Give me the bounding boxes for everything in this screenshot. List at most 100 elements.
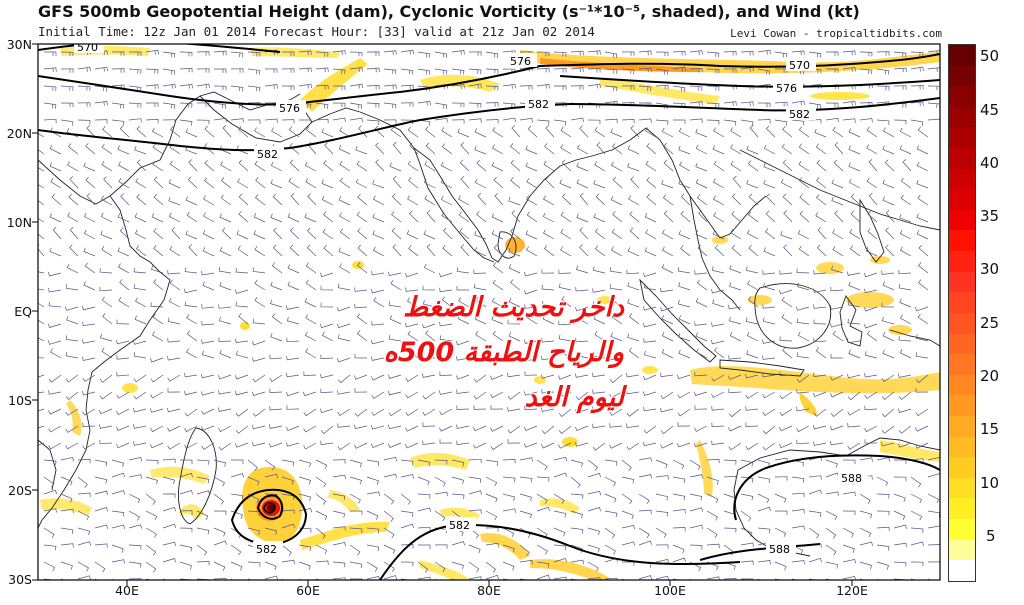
wind-barb	[389, 162, 402, 172]
wind-barb	[596, 142, 606, 155]
wind-barb	[714, 347, 725, 359]
wind-barb	[898, 373, 912, 378]
wind-barb	[383, 68, 397, 75]
wind-barb	[850, 193, 861, 206]
wind-barb	[662, 229, 674, 240]
wind-barb	[592, 442, 606, 451]
wind-barb	[626, 372, 640, 378]
wind-barb	[765, 228, 776, 240]
wind-barb	[305, 178, 317, 189]
wind-barb	[712, 299, 725, 308]
wind-barb	[43, 544, 57, 551]
wind-barb	[868, 159, 878, 172]
wind-barb	[201, 442, 215, 450]
wind-barb	[560, 228, 572, 240]
wind-barb	[490, 442, 504, 451]
wind-barb	[524, 405, 538, 411]
wind-barb	[196, 459, 210, 465]
wind-barb	[321, 179, 334, 189]
wind-barb	[781, 296, 793, 308]
wind-barb	[439, 335, 453, 342]
wind-barb	[65, 335, 79, 342]
wind-barb	[269, 424, 283, 429]
wind-barb	[859, 527, 872, 538]
wind-barb	[519, 85, 533, 90]
wind-barb	[320, 388, 334, 393]
wind-barb	[570, 527, 584, 534]
wind-barb	[491, 213, 504, 223]
wind-barb	[815, 143, 827, 155]
wind-barb	[60, 102, 74, 108]
wind-barb	[774, 527, 787, 538]
wind-barb	[695, 128, 708, 138]
wind-barb	[711, 289, 725, 294]
wind-barb	[502, 83, 516, 89]
wind-barb	[881, 425, 895, 434]
wind-barb	[910, 510, 923, 521]
wind-barb	[757, 527, 771, 534]
wind-barb	[128, 510, 140, 521]
wind-barb	[320, 354, 334, 360]
wind-barb	[323, 244, 334, 257]
wind-barb	[621, 51, 635, 56]
wind-barb	[694, 321, 708, 326]
wind-barb	[859, 457, 873, 462]
wind-barb	[383, 510, 394, 522]
contour-label-576-ne: 576	[510, 55, 531, 68]
wind-barb	[492, 144, 504, 155]
wind-barb	[60, 543, 74, 548]
colorbar-swatch	[949, 65, 975, 87]
wind-barb	[553, 493, 565, 504]
wind-barb	[48, 323, 62, 328]
wind-barb	[439, 425, 453, 432]
wind-barb	[434, 491, 448, 497]
wind-barb	[43, 118, 57, 124]
wind-barb	[576, 179, 589, 189]
wind-barb	[84, 262, 96, 274]
wind-barb	[383, 473, 397, 479]
wind-barb	[473, 374, 487, 383]
wind-barb	[745, 442, 759, 451]
wind-barb	[745, 266, 759, 274]
credit-text: Levi Cowan - tropicaltidbits.com	[730, 27, 942, 40]
wind-barb	[179, 489, 193, 495]
wind-barb	[779, 270, 793, 275]
wind-barb	[286, 372, 300, 378]
wind-barb	[757, 68, 771, 76]
wind-barb	[507, 354, 521, 359]
wind-barb	[43, 459, 57, 466]
wind-barb	[179, 578, 193, 580]
wind-barb	[558, 442, 572, 449]
wind-barb	[383, 575, 397, 580]
wind-barb	[337, 283, 351, 291]
wind-barb	[270, 332, 283, 342]
wind-barb	[774, 493, 787, 503]
wind-barb	[451, 541, 465, 546]
wind-barb	[383, 493, 395, 505]
wind-barb	[490, 374, 504, 380]
wind-barb	[337, 442, 351, 451]
wind-barb	[184, 267, 198, 274]
wind-barb	[408, 245, 419, 257]
wind-barb	[38, 167, 45, 172]
wind-barb	[49, 162, 62, 172]
wind-barb	[813, 319, 827, 325]
wind-barb	[320, 285, 334, 291]
wind-barb	[135, 297, 147, 308]
wind-barb	[560, 348, 572, 359]
wind-barb	[133, 441, 147, 446]
wind-barb	[723, 68, 737, 73]
wind-barb	[167, 317, 181, 325]
contour-576-low	[256, 494, 284, 520]
wind-barb	[782, 159, 793, 172]
wind-barb	[661, 263, 674, 274]
wind-barb	[576, 265, 589, 274]
colorbar-swatch	[949, 457, 975, 478]
wind-barb	[43, 85, 57, 91]
wind-barb	[678, 315, 691, 325]
wind-barb	[748, 296, 759, 308]
wind-barb	[400, 474, 414, 479]
wind-barb	[638, 67, 652, 73]
wind-barb	[371, 408, 385, 416]
wind-barb	[48, 374, 62, 383]
